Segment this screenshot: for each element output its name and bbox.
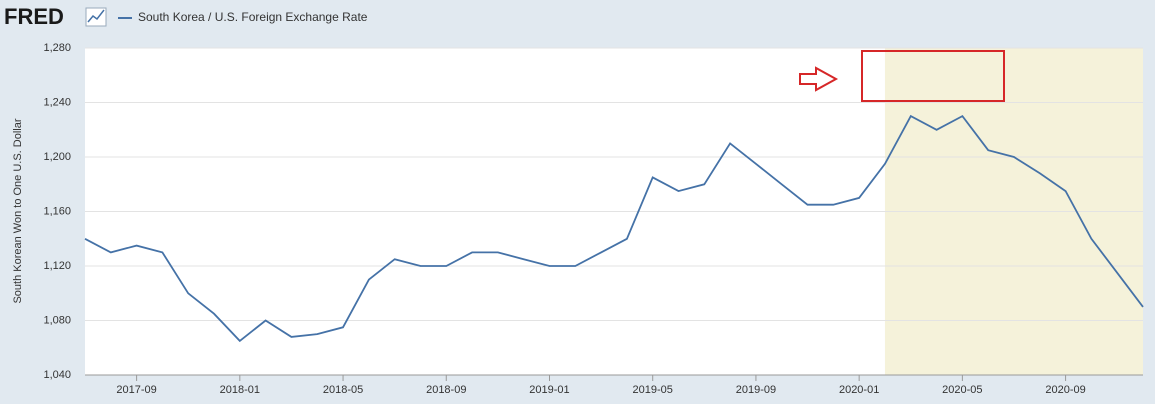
y-axis-label: South Korean Won to One U.S. Dollar [12,118,24,303]
arrow [799,66,839,92]
x-tick-label: 2017-09 [116,384,156,396]
y-tick-label: 1,080 [43,314,71,326]
y-tick-label: 1,040 [43,369,71,381]
x-tick-label: 2019-01 [529,384,569,396]
y-tick-label: 1,120 [43,260,71,272]
series-line [84,114,1144,343]
x-tick-label: 2018-01 [220,384,260,396]
y-tick-label: 1,240 [43,96,71,108]
logo: FRED [4,4,64,29]
x-tick-label: 2019-09 [736,384,776,396]
x-tick-label: 2018-09 [426,384,466,396]
x-tick-label: 2020-05 [942,384,982,396]
plot: 1,040 1,080 1,120 1,160 1,200 1,240 1,280 2017-… [43,42,1144,396]
x-tick-label: 2018-05 [323,384,363,396]
x-tick-label: 2020-01 [839,384,879,396]
logo-icon-line [87,9,105,23]
x-tick-label: 2019-05 [633,384,673,396]
highlight-box [861,50,1005,102]
y-tick-label: 1,160 [43,205,71,217]
legend-label: South Korea / U.S. Foreign Exchange Rate [138,10,368,24]
x-tick-label: 2020-09 [1045,384,1085,396]
logo-icon [85,7,107,27]
y-tick-label: 1,280 [43,42,71,54]
y-tick-label: 1,200 [43,151,71,163]
